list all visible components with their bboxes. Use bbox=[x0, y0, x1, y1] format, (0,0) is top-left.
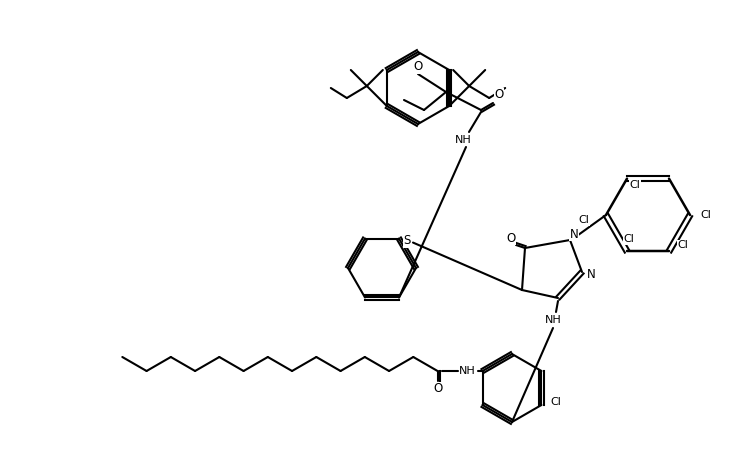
Text: O: O bbox=[506, 232, 516, 244]
Text: NH: NH bbox=[455, 135, 472, 145]
Text: Cl: Cl bbox=[678, 241, 688, 250]
Text: O: O bbox=[433, 382, 442, 395]
Text: S: S bbox=[403, 234, 411, 247]
Text: Cl: Cl bbox=[629, 180, 641, 190]
Text: NH: NH bbox=[459, 366, 476, 376]
Text: O: O bbox=[494, 88, 504, 102]
Text: Cl: Cl bbox=[578, 215, 590, 225]
Text: Cl: Cl bbox=[623, 234, 635, 244]
Text: N: N bbox=[569, 227, 578, 241]
Text: N: N bbox=[587, 268, 596, 280]
Text: NH: NH bbox=[544, 315, 562, 325]
Text: O: O bbox=[414, 60, 423, 73]
Text: Cl: Cl bbox=[550, 397, 561, 407]
Text: Cl: Cl bbox=[701, 210, 711, 220]
